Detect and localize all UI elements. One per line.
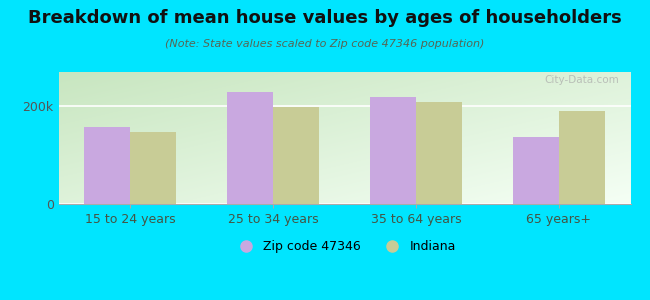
Bar: [130, 132, 176, 204]
Bar: [227, 92, 273, 204]
Text: (Note: State values scaled to Zip code 47346 population): (Note: State values scaled to Zip code 4…: [165, 39, 485, 49]
Bar: [514, 136, 559, 204]
Text: Breakdown of mean house values by ages of householders: Breakdown of mean house values by ages o…: [28, 9, 622, 27]
Bar: [84, 127, 130, 204]
Bar: [273, 107, 318, 204]
Legend: Zip code 47346, Indiana: Zip code 47346, Indiana: [228, 236, 461, 259]
Text: City-Data.com: City-Data.com: [544, 75, 619, 85]
Bar: [559, 111, 604, 204]
Bar: [416, 102, 462, 204]
Bar: [370, 98, 416, 204]
